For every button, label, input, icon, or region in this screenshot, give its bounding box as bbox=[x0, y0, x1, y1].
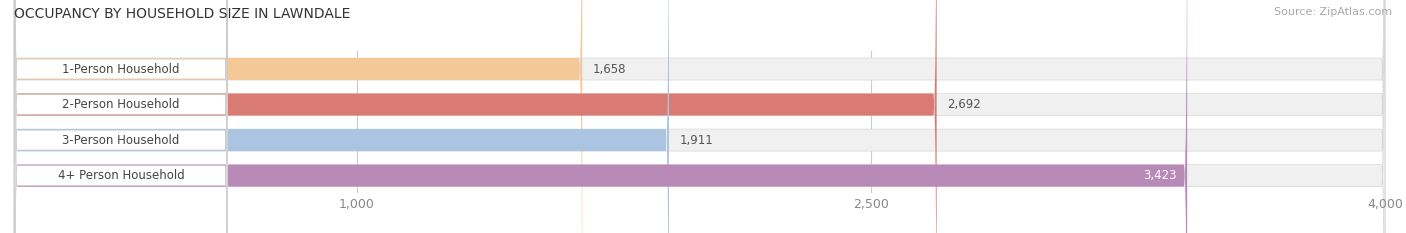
FancyBboxPatch shape bbox=[14, 0, 582, 233]
Text: 4+ Person Household: 4+ Person Household bbox=[58, 169, 184, 182]
FancyBboxPatch shape bbox=[14, 0, 1385, 233]
FancyBboxPatch shape bbox=[14, 0, 669, 233]
FancyBboxPatch shape bbox=[14, 0, 228, 233]
Text: OCCUPANCY BY HOUSEHOLD SIZE IN LAWNDALE: OCCUPANCY BY HOUSEHOLD SIZE IN LAWNDALE bbox=[14, 7, 350, 21]
Text: Source: ZipAtlas.com: Source: ZipAtlas.com bbox=[1274, 7, 1392, 17]
Text: 1,658: 1,658 bbox=[592, 62, 626, 75]
FancyBboxPatch shape bbox=[14, 0, 228, 233]
FancyBboxPatch shape bbox=[14, 0, 228, 233]
Text: 2,692: 2,692 bbox=[946, 98, 980, 111]
FancyBboxPatch shape bbox=[14, 0, 1385, 233]
FancyBboxPatch shape bbox=[14, 0, 1385, 233]
Text: 1-Person Household: 1-Person Household bbox=[62, 62, 180, 75]
FancyBboxPatch shape bbox=[14, 0, 228, 233]
FancyBboxPatch shape bbox=[14, 0, 1385, 233]
Text: 2-Person Household: 2-Person Household bbox=[62, 98, 180, 111]
Text: 3,423: 3,423 bbox=[1143, 169, 1177, 182]
FancyBboxPatch shape bbox=[14, 0, 936, 233]
Text: 1,911: 1,911 bbox=[679, 134, 713, 147]
Text: 3-Person Household: 3-Person Household bbox=[62, 134, 180, 147]
FancyBboxPatch shape bbox=[14, 0, 1187, 233]
